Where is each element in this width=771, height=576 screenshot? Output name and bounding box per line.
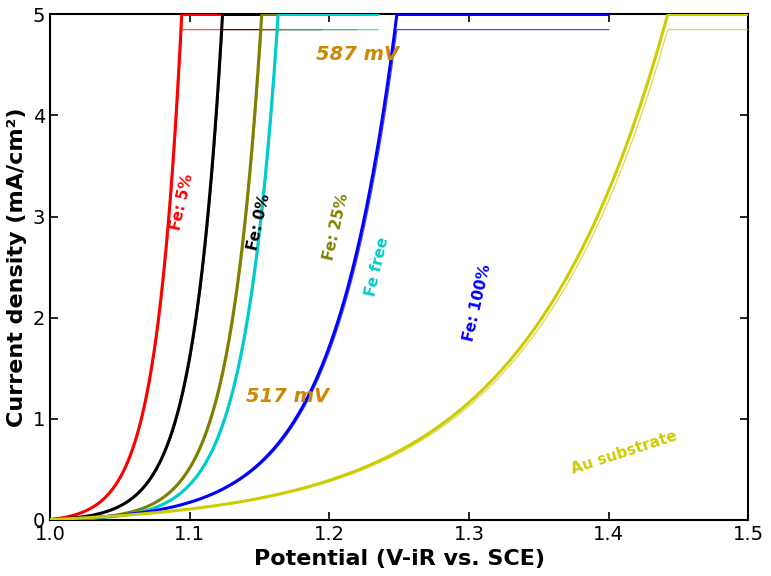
- Text: Fe: 100%: Fe: 100%: [461, 263, 493, 343]
- Text: Fe free: Fe free: [364, 235, 392, 297]
- Text: Fe: 25%: Fe: 25%: [322, 192, 352, 262]
- Y-axis label: Current density (mA/cm²): Current density (mA/cm²): [7, 107, 27, 427]
- Text: 517 mV: 517 mV: [246, 387, 329, 406]
- Text: Au substrate: Au substrate: [569, 429, 679, 477]
- Text: Fe: 5%: Fe: 5%: [168, 172, 196, 232]
- X-axis label: Potential (V-iR vs. SCE): Potential (V-iR vs. SCE): [254, 549, 544, 569]
- Text: Fe: 0%: Fe: 0%: [245, 192, 272, 252]
- Text: 587 mV: 587 mV: [315, 46, 399, 65]
